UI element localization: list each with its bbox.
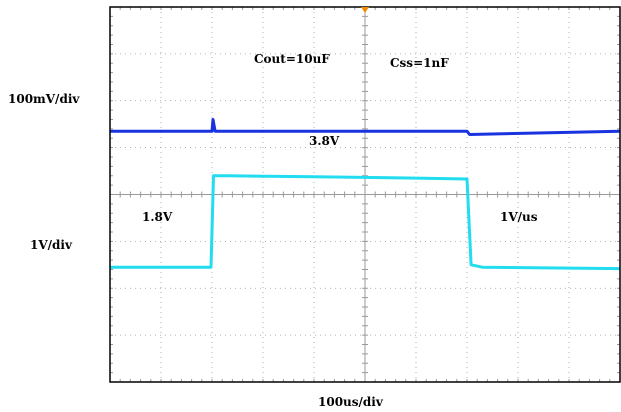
ch1-scale-label: 100mV/div bbox=[8, 92, 80, 106]
low-voltage-annotation: 1.8V bbox=[142, 210, 173, 224]
slew-annotation: 1V/us bbox=[500, 210, 538, 224]
ch2-trace bbox=[110, 174, 621, 271]
css-annotation: Css=1nF bbox=[390, 56, 449, 70]
high-voltage-annotation: 3.8V bbox=[309, 134, 340, 148]
ch2-scale-label: 1V/div bbox=[30, 238, 73, 252]
ch1-trace bbox=[110, 118, 621, 136]
traces bbox=[110, 118, 621, 271]
cout-annotation: Cout=10uF bbox=[254, 52, 330, 66]
trigger-marker bbox=[361, 7, 369, 13]
x-axis-label: 100us/div bbox=[318, 395, 384, 409]
